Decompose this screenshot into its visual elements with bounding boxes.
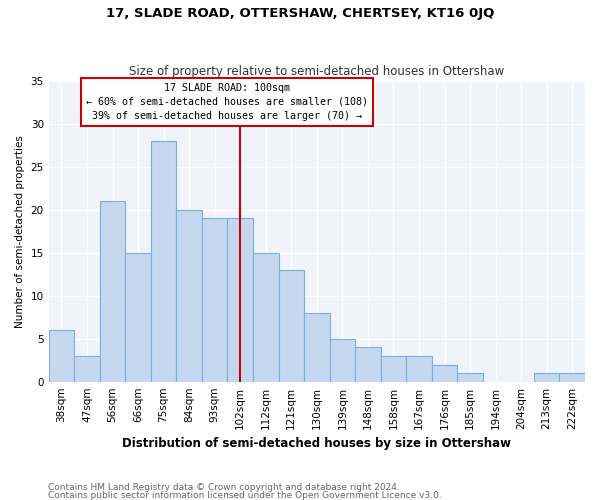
Bar [278, 270, 304, 382]
Bar [202, 218, 227, 382]
Bar [559, 373, 585, 382]
X-axis label: Distribution of semi-detached houses by size in Ottershaw: Distribution of semi-detached houses by … [122, 437, 511, 450]
Bar [176, 210, 202, 382]
Bar [253, 253, 278, 382]
Bar [457, 373, 483, 382]
Bar [355, 348, 380, 382]
Y-axis label: Number of semi-detached properties: Number of semi-detached properties [15, 135, 25, 328]
Bar [304, 313, 329, 382]
Text: Contains HM Land Registry data © Crown copyright and database right 2024.: Contains HM Land Registry data © Crown c… [48, 484, 400, 492]
Bar [125, 253, 151, 382]
Bar [227, 218, 253, 382]
Bar [432, 364, 457, 382]
Bar [74, 356, 100, 382]
Bar [380, 356, 406, 382]
Bar [151, 141, 176, 382]
Text: 17, SLADE ROAD, OTTERSHAW, CHERTSEY, KT16 0JQ: 17, SLADE ROAD, OTTERSHAW, CHERTSEY, KT1… [106, 8, 494, 20]
Text: Contains public sector information licensed under the Open Government Licence v3: Contains public sector information licen… [48, 490, 442, 500]
Bar [49, 330, 74, 382]
Bar [534, 373, 559, 382]
Bar [406, 356, 432, 382]
Bar [329, 338, 355, 382]
Text: 17 SLADE ROAD: 100sqm
← 60% of semi-detached houses are smaller (108)
39% of sem: 17 SLADE ROAD: 100sqm ← 60% of semi-deta… [86, 83, 368, 121]
Title: Size of property relative to semi-detached houses in Ottershaw: Size of property relative to semi-detach… [129, 66, 505, 78]
Bar [100, 202, 125, 382]
